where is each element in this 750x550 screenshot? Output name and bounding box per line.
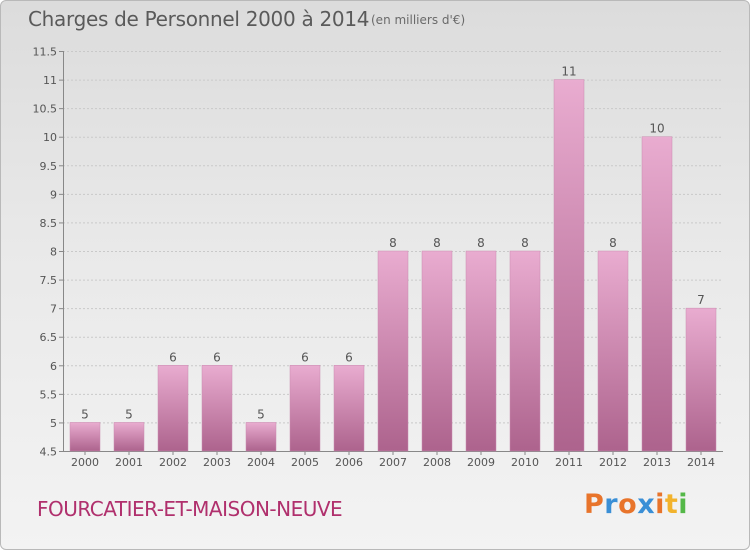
bar-2009[interactable] xyxy=(465,250,497,452)
bar-2005[interactable] xyxy=(289,365,321,452)
bar-2004[interactable] xyxy=(245,422,277,452)
labels: 5 2000 5 2001 6 2002 6 2003 5 2004 6 2005 6 2006 8 2007… xyxy=(71,65,715,469)
brand-letter: i xyxy=(678,489,689,520)
brand-letter: o xyxy=(618,489,638,520)
axes: 4.5 5 5.5 6 6.5 7 7.5 8 8.5 9 9.5 10 10.5 11 11.5 xyxy=(33,46,723,459)
x-tick-label: 2005 xyxy=(291,456,319,469)
y-tick-label: 7 xyxy=(50,303,57,316)
proxiti-logo[interactable]: Proxiti xyxy=(584,489,688,520)
bar-value-label: 6 xyxy=(169,350,177,364)
bar-2012[interactable] xyxy=(597,250,629,452)
bar-2010[interactable] xyxy=(509,250,541,452)
bar-2002[interactable] xyxy=(157,365,189,452)
x-tick-label: 2010 xyxy=(511,456,539,469)
bar-2003[interactable] xyxy=(201,365,233,452)
y-tick-label: 7.5 xyxy=(40,274,58,287)
brand-letter: r xyxy=(604,489,619,520)
bar-value-label: 6 xyxy=(345,350,353,364)
brand-letter: x xyxy=(637,489,656,520)
bar-2013[interactable] xyxy=(641,136,673,452)
bar-value-label: 8 xyxy=(477,236,485,250)
y-tick-label: 10 xyxy=(43,131,57,144)
x-tick-label: 2014 xyxy=(687,456,715,469)
bar-2006[interactable] xyxy=(333,365,365,452)
x-tick-label: 2009 xyxy=(467,456,495,469)
y-tick-label: 11 xyxy=(43,74,57,87)
x-tick-label: 2012 xyxy=(599,456,627,469)
x-tick-label: 2011 xyxy=(555,456,583,469)
x-tick-label: 2001 xyxy=(115,456,143,469)
bars xyxy=(69,79,717,452)
bar-2014[interactable] xyxy=(685,307,717,452)
y-tick-label: 5 xyxy=(50,417,57,430)
y-tick-label: 8 xyxy=(50,246,57,259)
bar-value-label: 7 xyxy=(697,293,705,307)
x-tick-label: 2000 xyxy=(71,456,99,469)
y-tick-label: 11.5 xyxy=(33,46,58,59)
bar-value-label: 5 xyxy=(81,407,89,421)
bar-value-label: 5 xyxy=(125,407,133,421)
y-tick-label: 5.5 xyxy=(40,388,58,401)
bar-value-label: 8 xyxy=(433,236,441,250)
y-tick-label: 6.5 xyxy=(40,331,58,344)
bar-2007[interactable] xyxy=(377,250,409,452)
bar-value-label: 6 xyxy=(301,350,309,364)
y-tick-label: 8.5 xyxy=(40,217,58,230)
bar-2011[interactable] xyxy=(553,79,585,452)
bar-value-label: 10 xyxy=(649,122,664,136)
x-tick-label: 2013 xyxy=(643,456,671,469)
bar-value-label: 6 xyxy=(213,350,221,364)
x-tick-label: 2002 xyxy=(159,456,187,469)
y-tick-label: 9 xyxy=(50,188,57,201)
bar-value-label: 8 xyxy=(609,236,617,250)
bar-2001[interactable] xyxy=(113,422,145,452)
bar-value-label: 8 xyxy=(521,236,529,250)
bar-value-label: 11 xyxy=(561,65,576,79)
y-tick-label: 4.5 xyxy=(40,446,58,459)
brand-letter: i xyxy=(655,489,665,520)
bar-2000[interactable] xyxy=(69,422,101,452)
bar-2008[interactable] xyxy=(421,250,453,452)
x-tick-label: 2007 xyxy=(379,456,407,469)
x-tick-label: 2004 xyxy=(247,456,275,469)
x-tick-label: 2008 xyxy=(423,456,451,469)
chart-unit: (en milliers d'€) xyxy=(371,13,466,27)
y-tick-label: 10.5 xyxy=(33,103,58,116)
town-name: FOURCATIER-ET-MAISON-NEUVE xyxy=(37,497,343,521)
chart-title: Charges de Personnel 2000 à 2014 xyxy=(28,7,370,31)
bar-value-label: 8 xyxy=(389,236,397,250)
x-tick-label: 2006 xyxy=(335,456,363,469)
bar-value-label: 5 xyxy=(257,407,265,421)
brand-letter: P xyxy=(584,489,605,520)
y-tick-label: 9.5 xyxy=(40,160,58,173)
y-tick-label: 6 xyxy=(50,360,57,373)
x-tick-label: 2003 xyxy=(203,456,231,469)
brand-letter: t xyxy=(664,489,679,520)
